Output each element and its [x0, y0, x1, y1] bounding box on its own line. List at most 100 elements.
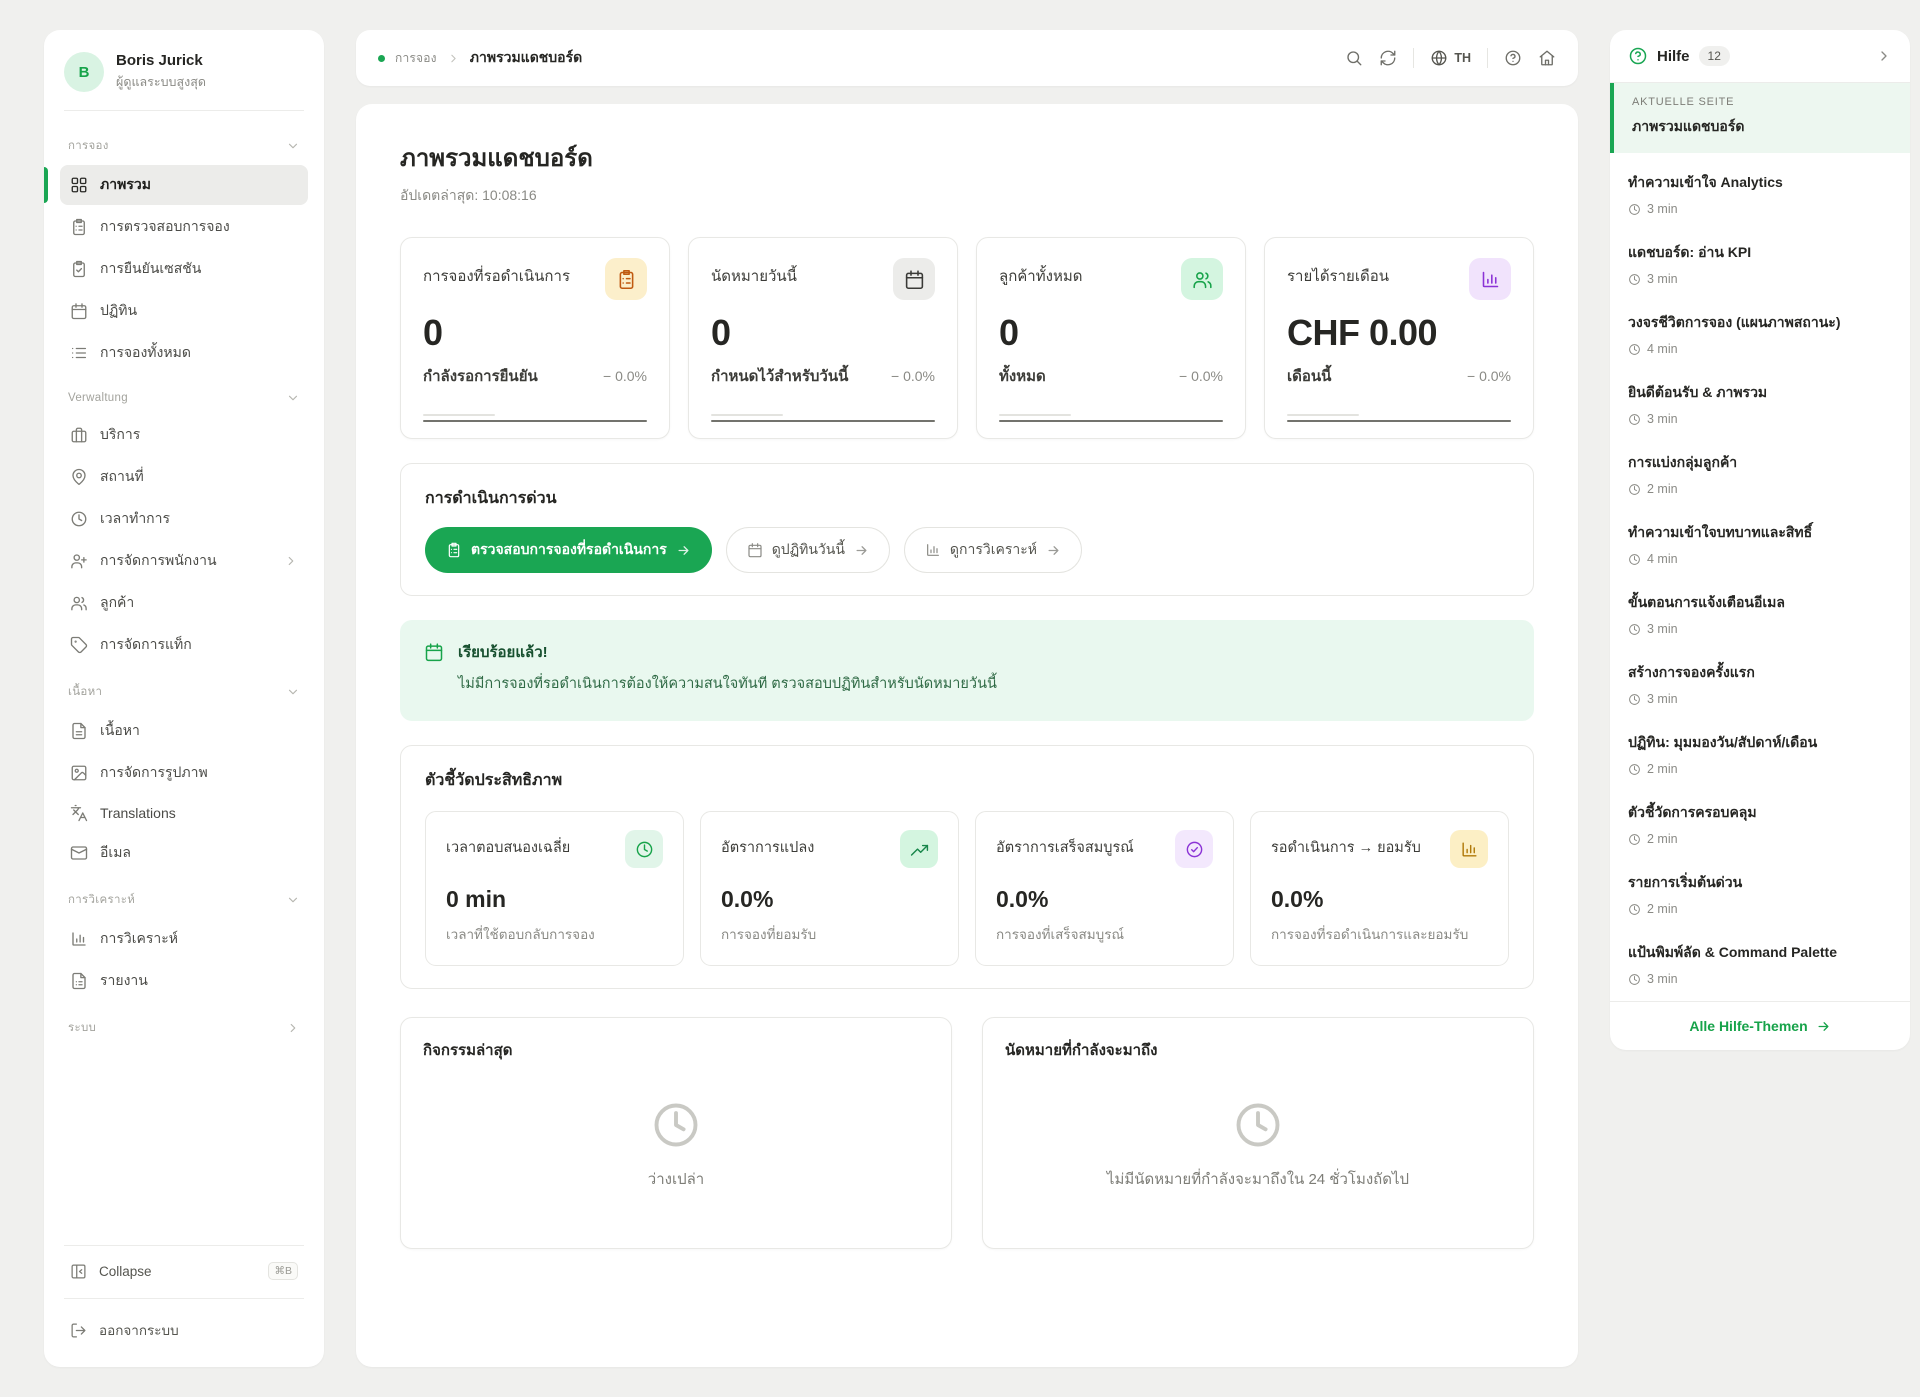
- stat-value: CHF 0.00: [1287, 312, 1438, 353]
- sidebar-item-บริการ[interactable]: บริการ: [60, 415, 308, 455]
- home-icon[interactable]: [1538, 49, 1556, 67]
- search-icon[interactable]: [1345, 49, 1363, 67]
- sidebar-item-การจัดการรูปภาพ[interactable]: การจัดการรูปภาพ: [60, 753, 308, 793]
- metric-subtitle: การจองที่เสร็จสมบูรณ์: [996, 927, 1125, 942]
- banner-title: เรียบร้อยแล้ว!: [458, 644, 548, 661]
- clock-icon: [1628, 413, 1641, 426]
- sidebar-item-การวิเคราะห์[interactable]: การวิเคราะห์: [60, 919, 308, 959]
- calendar-icon-badge: [893, 258, 935, 300]
- help-topic-title: แป้นพิมพ์ลัด & Command Palette: [1628, 944, 1837, 960]
- file-text-icon: [70, 722, 88, 740]
- sidebar-item-ปฏิทิน[interactable]: ปฏิทิน: [60, 291, 308, 331]
- banner-text: ไม่มีการจองที่รอดำเนินการต้องให้ความสนใจ…: [458, 676, 997, 692]
- secondary-action-ดูปฏิทินวันนี้[interactable]: ดูปฏิทินวันนี้: [725, 527, 890, 573]
- languages-icon: [70, 804, 88, 822]
- stat-delta: − 0.0%: [1179, 368, 1223, 384]
- sidebar-item-เวลาทำการ[interactable]: เวลาทำการ: [60, 499, 308, 539]
- check-circle-icon-badge: [1175, 830, 1213, 868]
- refresh-icon[interactable]: [1379, 49, 1397, 67]
- stat-card: รายได้รายเดือน CHF 0.00 เดือนนี้ − 0.0%: [1264, 237, 1534, 439]
- help-topic[interactable]: ปฏิทิน: มุมมองวัน/สัปดาห์/เดือน 2 min: [1628, 719, 1892, 789]
- stat-title: รายได้รายเดือน: [1287, 268, 1389, 285]
- arrow-right-icon: [854, 543, 869, 558]
- sidebar-section-การจอง[interactable]: การจอง: [60, 121, 308, 163]
- help-topic-duration: 3 min: [1647, 692, 1678, 706]
- metric-card: อัตราการเสร็จสมบูรณ์ 0.0% การจองที่เสร็จสม…: [975, 811, 1234, 966]
- file-report-icon: [70, 972, 88, 990]
- sidebar-section-ระบบ[interactable]: ระบบ: [60, 1003, 308, 1045]
- help-topic[interactable]: ยินดีต้อนรับ & ภาพรวม 3 min: [1628, 369, 1892, 439]
- help-icon[interactable]: [1504, 49, 1522, 67]
- help-topic[interactable]: วงจรชีวิตการจอง (แผนภาพสถานะ) 4 min: [1628, 299, 1892, 369]
- help-topic-title: รายการเริ่มต้นด่วน: [1628, 874, 1743, 890]
- chevron-down-icon: [286, 685, 300, 699]
- sidebar-item-อีเมล[interactable]: อีเมล: [60, 833, 308, 873]
- sidebar-item-label: Translations: [100, 805, 176, 821]
- sidebar-item-การตรวจสอบการจอง[interactable]: การตรวจสอบการจอง: [60, 207, 308, 247]
- sidebar-item-Translations[interactable]: Translations: [60, 795, 308, 831]
- review-pending-bookings-button[interactable]: ตรวจสอบการจองที่รอดำเนินการ: [425, 527, 712, 573]
- sidebar-item-ลูกค้า[interactable]: ลูกค้า: [60, 583, 308, 623]
- sparkline: [1287, 414, 1511, 422]
- calendar-icon: [747, 542, 763, 558]
- help-topic-duration: 3 min: [1647, 622, 1678, 636]
- help-topic[interactable]: ทำความเข้าใจ Analytics 3 min: [1628, 159, 1892, 229]
- sidebar-item-การจัดการพนักงาน[interactable]: การจัดการพนักงาน: [60, 541, 308, 581]
- sidebar-section-Verwaltung[interactable]: Verwaltung: [60, 375, 308, 413]
- help-topic-title: ขั้นตอนการแจ้งเตือนอีเมล: [1628, 594, 1785, 610]
- sidebar-item-label: การจัดการรูปภาพ: [100, 764, 208, 780]
- sidebar-section-การวิเคราะห์[interactable]: การวิเคราะห์: [60, 875, 308, 917]
- user-plus-icon: [70, 552, 88, 570]
- all-help-topics-link[interactable]: Alle Hilfe-Themen: [1610, 1001, 1910, 1050]
- metric-title: เวลาตอบสนองเฉลี่ย: [446, 840, 571, 856]
- language-switcher[interactable]: TH: [1430, 49, 1471, 67]
- help-topic[interactable]: แดชบอร์ด: อ่าน KPI 3 min: [1628, 229, 1892, 299]
- help-topic[interactable]: รายการเริ่มต้นด่วน 2 min: [1628, 859, 1892, 929]
- breadcrumb-root[interactable]: การจอง: [395, 50, 437, 65]
- help-topic[interactable]: ตัวชี้วัดการครอบคลุม 2 min: [1628, 789, 1892, 859]
- metric-value: 0 min: [446, 886, 507, 912]
- arrow-right-icon: [1816, 1019, 1831, 1034]
- empty-text: ว่างเปล่า: [647, 1171, 705, 1188]
- quick-actions-title: การดำเนินการด่วน: [425, 490, 557, 507]
- sidebar-item-สถานที่[interactable]: สถานที่: [60, 457, 308, 497]
- help-topic-duration: 3 min: [1647, 202, 1678, 216]
- help-topic[interactable]: แป้นพิมพ์ลัด & Command Palette 3 min: [1628, 929, 1892, 999]
- tag-icon: [70, 636, 88, 654]
- help-topic-title: ปฏิทิน: มุมมองวัน/สัปดาห์/เดือน: [1628, 734, 1818, 750]
- sidebar-item-label: รายงาน: [100, 972, 148, 988]
- sidebar-item-การยืนยันเซสชัน[interactable]: การยืนยันเซสชัน: [60, 249, 308, 289]
- help-topic[interactable]: ทำความเข้าใจบทบาทและสิทธิ์ 4 min: [1628, 509, 1892, 579]
- sparkline: [423, 414, 647, 422]
- user-profile[interactable]: B Boris Jurick ผู้ดูแลระบบสูงสุด: [44, 30, 324, 110]
- stat-title: นัดหมายวันนี้: [711, 268, 797, 285]
- help-topic[interactable]: การแบ่งกลุ่มลูกค้า 2 min: [1628, 439, 1892, 509]
- help-count-badge: 12: [1698, 46, 1730, 66]
- sidebar-item-การจัดการแท็ก[interactable]: การจัดการแท็ก: [60, 625, 308, 665]
- stat-delta: − 0.0%: [1467, 368, 1511, 384]
- stat-foot-label: ทั้งหมด: [999, 368, 1046, 385]
- collapse-button[interactable]: Collapse ⌘B: [60, 1250, 308, 1292]
- help-title: Hilfe: [1657, 47, 1690, 65]
- chevron-right-icon[interactable]: [1876, 48, 1892, 64]
- clock-icon: [650, 1099, 702, 1151]
- help-topic[interactable]: สร้างการจองครั้งแรก 3 min: [1628, 649, 1892, 719]
- metric-value: 0.0%: [996, 886, 1049, 912]
- help-topic[interactable]: ขั้นตอนการแจ้งเตือนอีเมล 3 min: [1628, 579, 1892, 649]
- help-footer-label: Alle Hilfe-Themen: [1689, 1018, 1808, 1034]
- clock-icon: [70, 510, 88, 528]
- stat-title: ลูกค้าทั้งหมด: [999, 268, 1083, 285]
- secondary-action-ดูการวิเคราะห์[interactable]: ดูการวิเคราะห์: [903, 527, 1082, 573]
- logout-button[interactable]: ออกจากระบบ: [60, 1307, 308, 1353]
- trending-up-icon-badge: [900, 830, 938, 868]
- sidebar-item-เนื้อหา[interactable]: เนื้อหา: [60, 711, 308, 751]
- stat-delta: − 0.0%: [603, 368, 647, 384]
- sidebar-section-เนื้อหา[interactable]: เนื้อหา: [60, 667, 308, 709]
- sidebar-item-ภาพรวม[interactable]: ภาพรวม: [44, 165, 308, 205]
- current-page-label: AKTUELLE SEITE: [1632, 96, 1735, 108]
- chevron-right-icon: [286, 1021, 300, 1035]
- sidebar-item-การจองทั้งหมด[interactable]: การจองทั้งหมด: [60, 333, 308, 373]
- last-updated: อัปเดตล่าสุด: 10:08:16: [400, 187, 537, 203]
- section-label: Verwaltung: [68, 392, 128, 404]
- sidebar-item-รายงาน[interactable]: รายงาน: [60, 961, 308, 1001]
